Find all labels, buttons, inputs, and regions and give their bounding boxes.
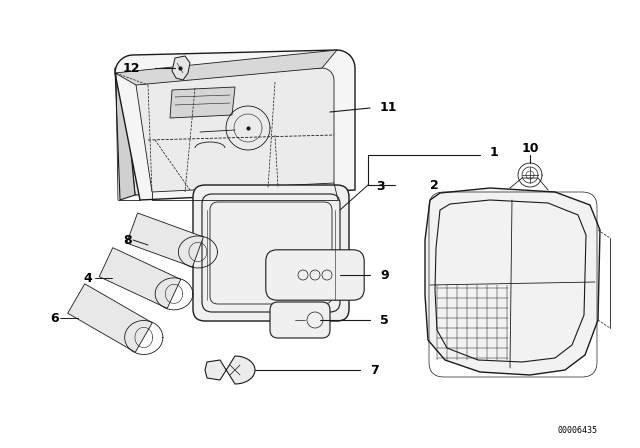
Polygon shape xyxy=(170,87,235,118)
Text: 1: 1 xyxy=(490,146,499,159)
Text: 5: 5 xyxy=(380,314,388,327)
Text: 9: 9 xyxy=(380,268,388,281)
Polygon shape xyxy=(68,284,152,352)
Polygon shape xyxy=(115,50,337,85)
Polygon shape xyxy=(115,55,350,88)
FancyBboxPatch shape xyxy=(193,185,349,321)
Text: 3: 3 xyxy=(376,180,385,193)
Polygon shape xyxy=(425,188,600,375)
Text: 4: 4 xyxy=(84,271,92,284)
Polygon shape xyxy=(125,78,340,195)
Text: 7: 7 xyxy=(370,363,379,376)
Text: 00006435: 00006435 xyxy=(558,426,598,435)
Text: 6: 6 xyxy=(51,311,60,324)
Polygon shape xyxy=(127,213,204,267)
FancyBboxPatch shape xyxy=(266,250,364,300)
Text: 12: 12 xyxy=(122,61,140,74)
Text: 11: 11 xyxy=(380,100,397,113)
Text: 8: 8 xyxy=(124,233,132,246)
Text: 2: 2 xyxy=(430,178,439,191)
Polygon shape xyxy=(172,56,190,80)
Polygon shape xyxy=(205,356,255,384)
Polygon shape xyxy=(99,248,180,308)
Text: 10: 10 xyxy=(521,142,539,155)
FancyBboxPatch shape xyxy=(270,302,330,338)
Polygon shape xyxy=(115,68,135,200)
Polygon shape xyxy=(136,68,334,192)
Polygon shape xyxy=(115,50,355,200)
